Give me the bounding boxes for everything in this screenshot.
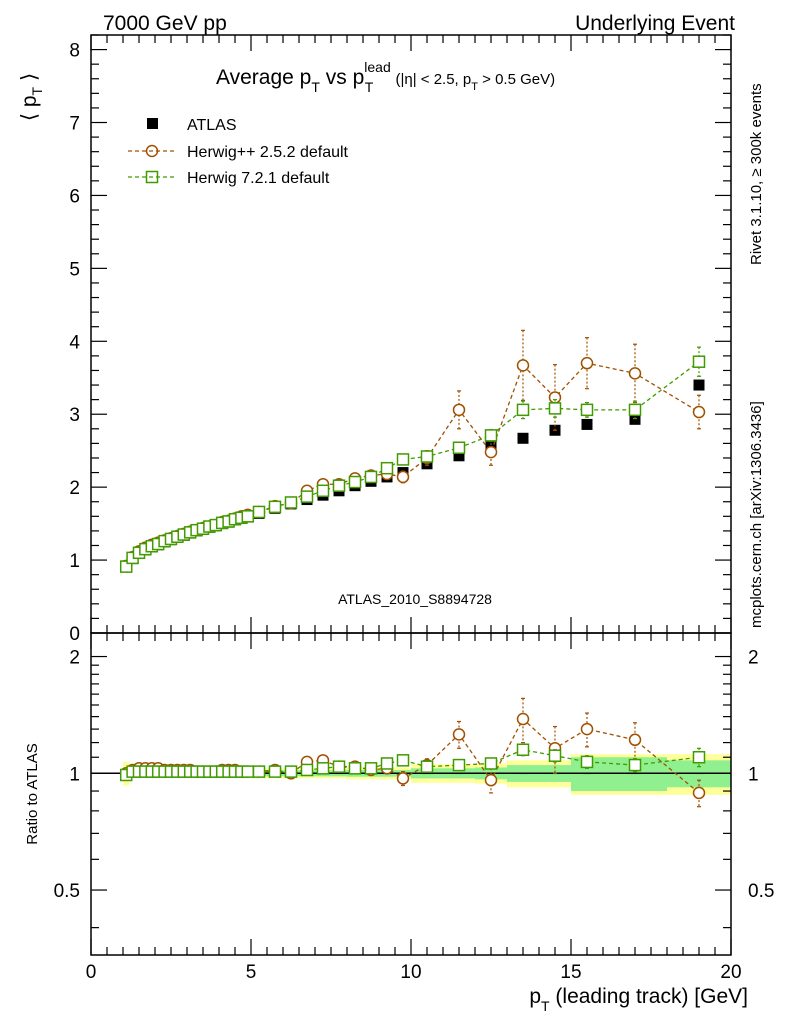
main-herwig7-point [268,500,282,514]
ratio-herwig7-point [348,762,362,775]
ratio-herwigpp-point [396,772,410,785]
ratio-xtick-label: 15 [560,962,581,983]
ratio-ytick-label: 1 [69,764,80,785]
ratio-herwig7-point [380,757,394,770]
analysis-id: ATLAS_2010_S8894728 [338,591,492,607]
main-herwig7-point [284,496,298,509]
ratio-herwig7-point [252,765,266,778]
ratio-xtick-label: 5 [246,962,257,983]
ratio-xtick-label: 10 [400,962,421,983]
main-herwig7-point [516,403,530,417]
legend-item-herwigpp: Herwig++ 2.5.2 default [128,144,349,161]
main-ytick-label: 7 [69,114,80,135]
main-herwigpp-point [396,470,410,484]
main-ytick-label: 0 [69,624,80,645]
ratio-herwig7-point [396,754,410,767]
main-herwigpp-point [692,405,706,419]
legend-marker-herwig7 [145,170,159,184]
main-ytick-label: 6 [69,186,80,207]
ratio-herwigpp-point [580,722,594,736]
ratio-herwig7-point [316,762,330,775]
ratio-herwig7-point [284,765,298,778]
main-herwig7-point [692,355,706,368]
ratio-ytick-label: 2 [69,648,80,669]
main-ytick-label: 8 [69,41,80,62]
ratio-xtick-label: 20 [720,962,741,983]
legend-item-atlas: ATLAS [147,117,237,134]
header-right: Underlying Event [575,12,735,35]
ratio-herwig7-point [580,755,594,769]
ratio-herwig7-point [300,763,314,777]
main-herwig7-point [628,403,642,417]
legend-marker-herwigpp [145,144,159,158]
main-ytick-label: 5 [69,259,80,280]
main-herwig7-point [300,490,314,503]
ratio-ytick-label-right: 0.5 [748,881,774,902]
main-ytick-label: 3 [69,405,80,426]
mcplots-label: mcplots.cern.ch [arXiv:1306.3436] [748,401,765,628]
ratio-ytick-label-right: 2 [748,648,759,669]
ratio-herwigpp-point [516,712,530,726]
xlabel: pT (leading track) [GeV] [529,985,748,1014]
ratio-herwigpp-point [484,773,498,787]
ratio-herwig7-point [364,762,378,775]
main-atlas-point [581,418,593,430]
legend-label-herwig7: Herwig 7.2.1 default [187,170,330,187]
main-atlas-point [693,379,705,391]
main-atlas-point [517,432,529,444]
main-title: Average pT vs plead T (|η| < 2.5, pT > 0.… [216,59,555,95]
main-ytick-label: 1 [69,551,80,572]
ratio-herwigpp-point [692,786,706,800]
ratio-ylabel: Ratio to ATLAS [24,743,41,844]
main-herwigpp-point [484,445,498,459]
main-herwig7-point [452,441,466,455]
main-herwig7-point [119,560,133,573]
ratio-herwig7-point [548,749,562,762]
legend-label-atlas: ATLAS [187,117,237,134]
ratio-herwig7-point [241,765,255,778]
main-herwigpp-point [580,356,594,370]
ratio-ytick-label: 0.5 [54,881,80,902]
legend-label-herwigpp: Herwig++ 2.5.2 default [187,144,349,161]
main-herwig7-point [348,475,362,489]
main-herwig7-point [252,505,266,519]
main-herwigpp-point [628,367,642,380]
legend: ATLAS Herwig++ 2.5.2 default Herwig 7.2.… [128,117,349,187]
legend-item-herwig7: Herwig 7.2.1 default [128,170,330,187]
ratio-herwig7-point [484,757,498,770]
ratio-herwig7-point [692,750,706,764]
main-herwig7-point [241,510,255,523]
main-herwig7-point [332,479,346,492]
main-ylabel: ⟨ pT ⟩ [18,73,45,121]
ratio-herwigpp-point [452,728,466,741]
ratio-herwig7-point [452,758,466,772]
main-ytick-label: 2 [69,478,80,499]
main-ytick-label: 4 [69,332,80,353]
ratio-herwig7-point [268,765,282,778]
ratio-herwig7-point [628,758,642,772]
ratio-ytick-label-right: 1 [748,764,759,785]
main-herwig7-point [364,470,378,484]
main-herwig7-point [580,403,594,417]
main-atlas-point [453,450,465,462]
ratio-herwigpp-point [628,733,642,747]
main-herwig7-point [380,461,394,475]
main-herwigpp-point [452,403,466,417]
main-herwig7-point [548,402,562,415]
ratio-xtick-label: 0 [86,962,97,983]
legend-marker-atlas [147,118,158,129]
main-herwigpp-point [516,359,530,372]
ratio-panel: 0 5 10 15 20 0.5 0.5 1 1 2 2 Ratio to ATLAS pT (le… [24,632,774,1014]
header-left: 7000 GeV pp [103,12,227,35]
main-herwig7-point [420,450,434,463]
rivet-label: Rivet 3.1.10, ≥ 300k events [748,83,765,265]
main-herwig7-point [316,484,330,498]
ratio-herwig7-point [332,760,346,773]
main-atlas-point [629,413,641,425]
main-herwig7-point [396,453,410,466]
main-herwig7-point [484,429,498,442]
ratio-herwig7-point [420,760,434,773]
ratio-herwig7-point [516,743,530,757]
